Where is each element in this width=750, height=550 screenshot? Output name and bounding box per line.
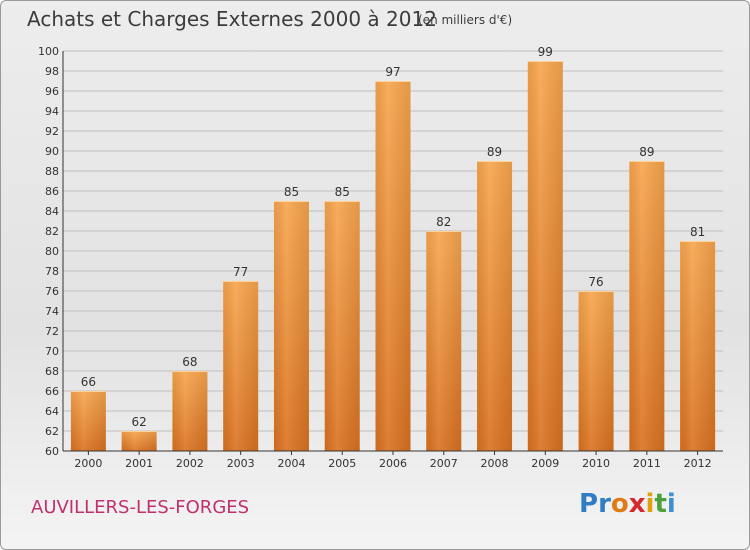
logo-letter: r xyxy=(598,489,611,519)
y-tick-label: 86 xyxy=(45,185,59,198)
bar-value-label: 66 xyxy=(81,375,96,389)
bar-shading xyxy=(629,161,665,451)
bar-shading xyxy=(273,201,309,451)
x-tick-label: 2007 xyxy=(430,457,458,470)
bar-value-label: 81 xyxy=(690,225,705,239)
logo-letter: x xyxy=(628,489,646,519)
bar-shading xyxy=(527,61,563,451)
bar-value-label: 89 xyxy=(487,145,502,159)
chart-title: Achats et Charges Externes 2000 à 2012 xyxy=(27,7,437,31)
bar-value-label: 68 xyxy=(182,355,197,369)
y-tick-label: 84 xyxy=(45,205,59,218)
x-tick-label: 2005 xyxy=(328,457,356,470)
logo-letter: t xyxy=(654,489,667,519)
y-tick-label: 82 xyxy=(45,225,59,238)
bar-value-label: 82 xyxy=(436,215,451,229)
y-tick-label: 74 xyxy=(45,305,59,318)
y-tick-label: 76 xyxy=(45,285,59,298)
x-tick-label: 2004 xyxy=(277,457,305,470)
y-tick-label: 92 xyxy=(45,125,59,138)
logo-letter: o xyxy=(610,489,629,519)
y-tick-label: 80 xyxy=(45,245,59,258)
x-tick-label: 2008 xyxy=(481,457,509,470)
logo-letter: i xyxy=(666,489,676,519)
bar-shading xyxy=(477,161,513,451)
bar-value-label: 97 xyxy=(385,65,400,79)
bar-shading xyxy=(121,431,157,451)
bar-value-label: 77 xyxy=(233,265,248,279)
bar-shading xyxy=(680,241,716,451)
y-tick-label: 78 xyxy=(45,265,59,278)
x-tick-label: 2010 xyxy=(582,457,610,470)
x-tick-label: 2011 xyxy=(633,457,661,470)
bar-value-label: 85 xyxy=(335,185,350,199)
x-tick-label: 2009 xyxy=(531,457,559,470)
chart-unit: (en milliers d'€) xyxy=(418,13,513,27)
bar-shading xyxy=(426,231,462,451)
x-tick-label: 2003 xyxy=(227,457,255,470)
y-tick-label: 98 xyxy=(45,65,59,78)
y-tick-label: 66 xyxy=(45,385,59,398)
bar-shading xyxy=(70,391,106,451)
bar-shading xyxy=(578,291,614,451)
x-tick-label: 2002 xyxy=(176,457,204,470)
logo-letter: i xyxy=(645,489,655,519)
x-tick-label: 2001 xyxy=(125,457,153,470)
bar-value-label: 62 xyxy=(132,415,147,429)
y-tick-label: 90 xyxy=(45,145,59,158)
proxiti-logo: Proxiti xyxy=(579,489,676,519)
commune-name: AUVILLERS-LES-FORGES xyxy=(31,497,250,518)
x-tick-label: 2000 xyxy=(74,457,102,470)
y-tick-label: 60 xyxy=(45,445,59,458)
y-tick-label: 62 xyxy=(45,425,59,438)
logo-letter: P xyxy=(579,489,599,519)
y-tick-label: 68 xyxy=(45,365,59,378)
y-tick-label: 96 xyxy=(45,85,59,98)
bar-value-label: 85 xyxy=(284,185,299,199)
x-tick-label: 2012 xyxy=(684,457,712,470)
bar-shading xyxy=(324,201,360,451)
y-tick-label: 64 xyxy=(45,405,59,418)
bar-value-label: 89 xyxy=(639,145,654,159)
y-tick-label: 72 xyxy=(45,325,59,338)
bar-shading xyxy=(375,81,411,451)
bar-value-label: 99 xyxy=(538,45,553,59)
y-tick-label: 100 xyxy=(38,45,59,58)
y-tick-label: 94 xyxy=(45,105,59,118)
y-tick-label: 70 xyxy=(45,345,59,358)
x-tick-label: 2006 xyxy=(379,457,407,470)
bar-shading xyxy=(223,281,259,451)
y-tick-label: 88 xyxy=(45,165,59,178)
bar-value-label: 76 xyxy=(588,275,603,289)
bar-shading xyxy=(172,371,208,451)
